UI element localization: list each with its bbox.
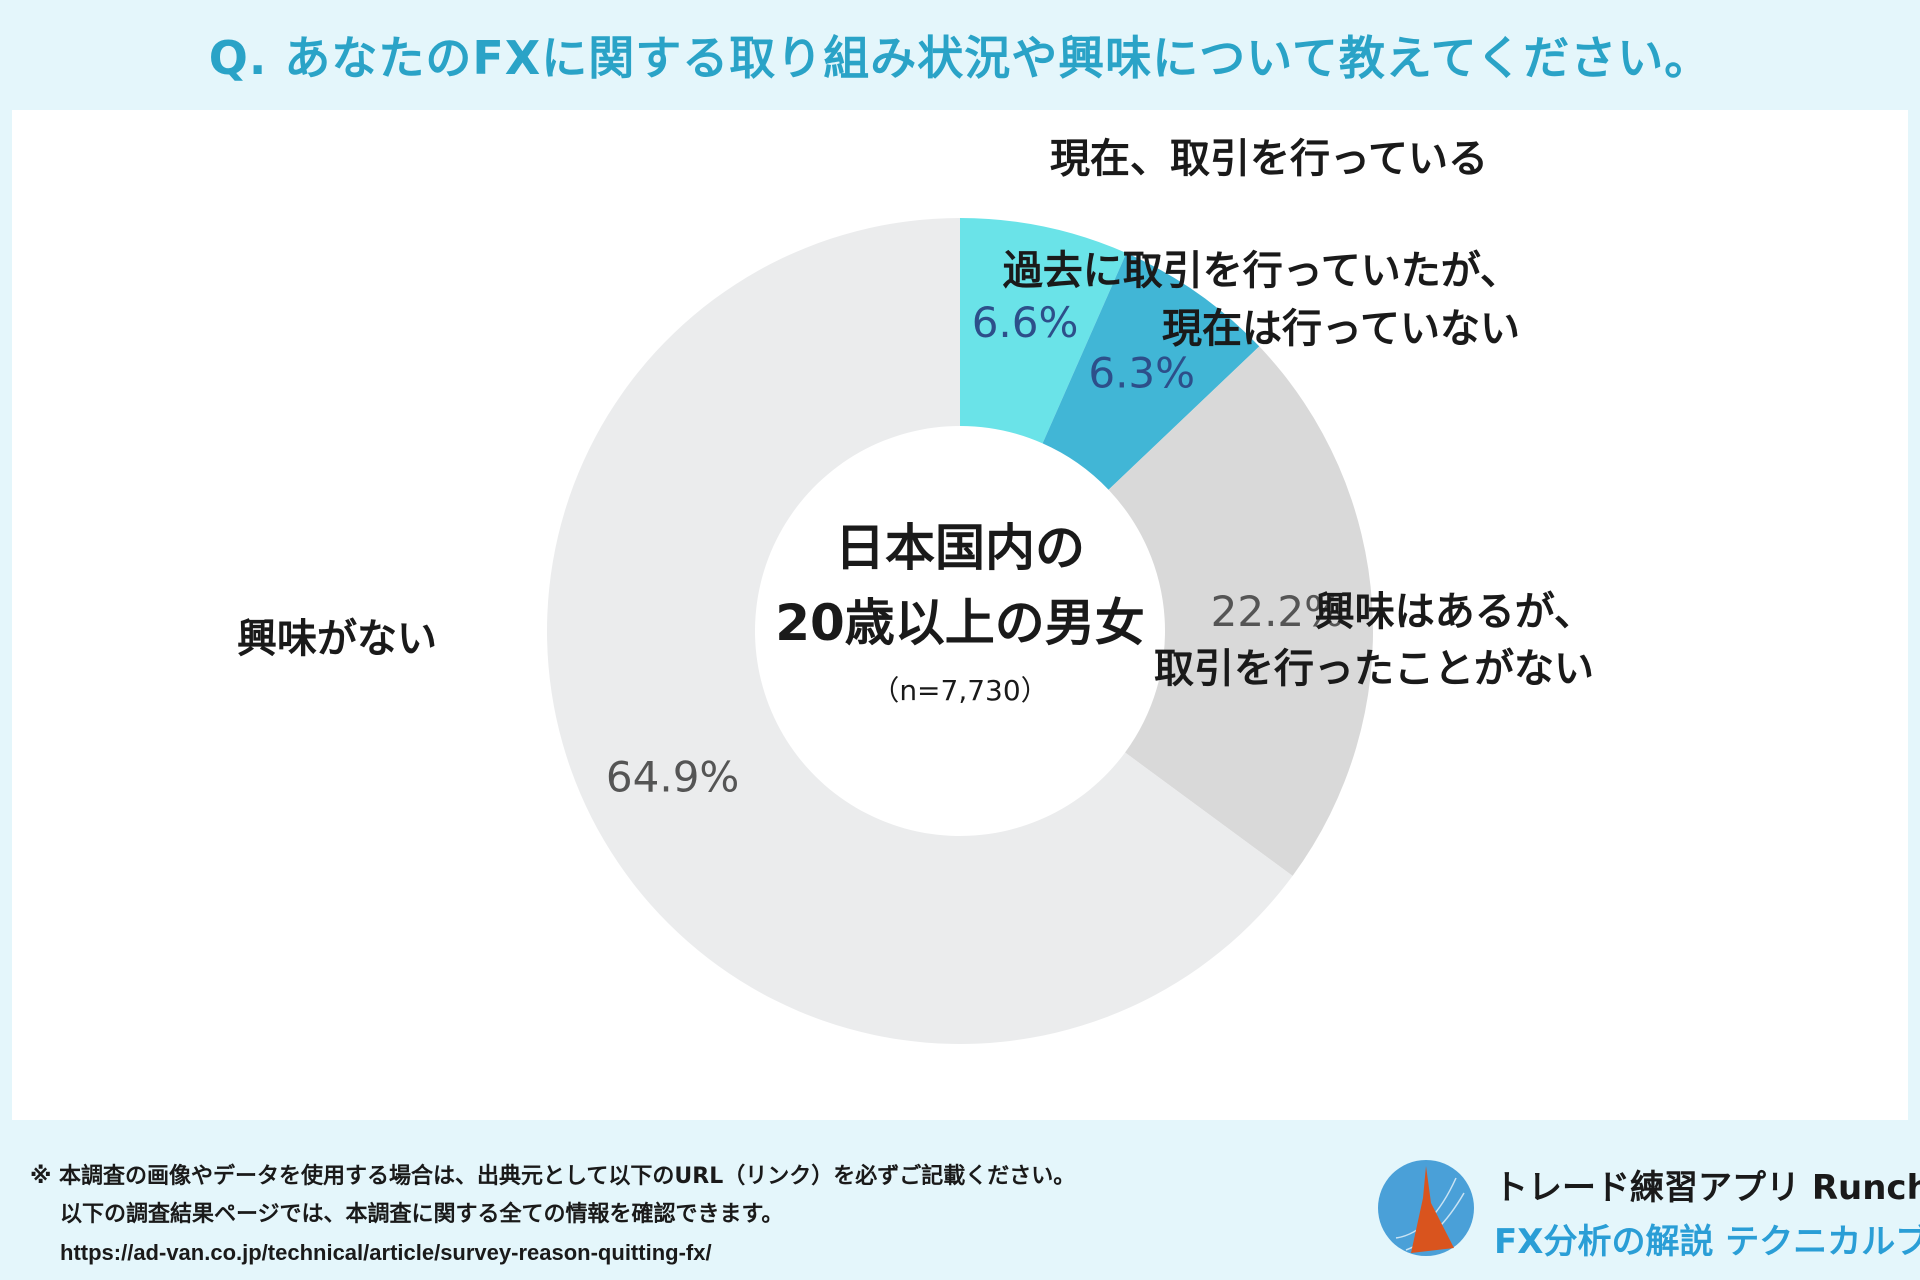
footer-notes: ※ 本調査の画像やデータを使用する場合は、出典元として以下のURL（リンク）を必… [30,1158,1075,1272]
center-label: 20歳以上の男女 [775,594,1145,652]
slice-value-4: 64.9% [606,752,739,801]
brand-block: トレード練習アプリ Runcha FX分析の解説 テクニカルブック [1376,1156,1920,1266]
results-note: 以下の調査結果ページでは、本調査に関する全ての情報を確認できます。 [60,1202,784,1227]
chart-panel: 6.6% 現在、取引を行っている 6.3% 過去に取引を行っていたが、現在は行っていな… [12,110,1908,1120]
question-title: Q. あなたのFXに関する取り組み状況や興味について教えてください。 [208,31,1712,85]
slice-value-3: 22.2% [1211,587,1344,636]
slice-value-2: 6.3% [1088,348,1195,397]
slice-label-2: 過去に取引を行っていたが、 [1003,248,1520,294]
slice-4 [547,218,1293,1044]
brand-app-name: トレード練習アプリ Runcha [1494,1168,1920,1208]
slice-value-1: 6.6% [972,298,1079,347]
slice-2 [1042,253,1260,490]
sample-size-note: （n=7,730） [871,674,1048,707]
slice-3 [1108,346,1374,876]
slice-label-3: 興味はあるが、 [1315,589,1594,635]
slice-label-4: 興味がない [237,616,437,662]
slice-label-3: 取引を行ったことがない [1154,646,1594,692]
center-label: 日本国内の [835,519,1085,577]
slice-label-1: 現在、取引を行っている [1050,136,1488,182]
slice-1 [960,218,1127,444]
runcha-logo-icon [1378,1160,1474,1256]
usage-note: ※ 本調査の画像やデータを使用する場合は、出典元として以下のURL（リンク）を必… [30,1164,1076,1189]
slice-label-2: 現在は行っていない [1162,306,1520,352]
survey-url[interactable]: https://ad-van.co.jp/technical/article/s… [60,1240,712,1265]
brand-book-name: FX分析の解説 テクニカルブック [1494,1222,1920,1262]
donut-chart: 6.6% 現在、取引を行っている 6.3% 過去に取引を行っていたが、現在は行っていな… [237,136,1594,1044]
